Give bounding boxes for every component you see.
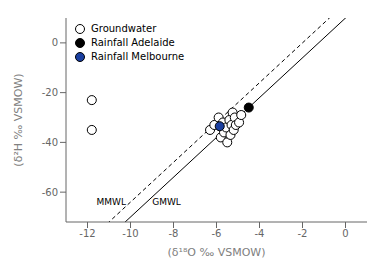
svg-text:-2: -2 [298,228,308,239]
svg-text:-20: -20 [42,87,58,98]
svg-text:MMWL: MMWL [97,197,126,207]
svg-text:-60: -60 [42,187,58,198]
html-text:Rainfall Melbourne: Rainfall Melbourne [91,51,185,62]
svg-text:0: 0 [342,228,348,239]
svg-text:-40: -40 [42,137,58,148]
svg-text:-6: -6 [212,228,222,239]
svg-text:0: 0 [52,37,58,48]
svg-text:-8: -8 [169,228,179,239]
html-text:Rainfall Adelaide: Rainfall Adelaide [91,37,175,48]
svg-text:-4: -4 [255,228,265,239]
svg-text:(δ²H ‰ VSMOW): (δ²H ‰ VSMOW) [12,73,25,166]
svg-text:GMWL: GMWL [152,197,181,207]
svg-text:-10: -10 [122,228,138,239]
svg-text:-12: -12 [79,228,95,239]
svg-text:(δ¹⁸O ‰ VSMOW): (δ¹⁸O ‰ VSMOW) [167,246,265,259]
html-text:Groundwater: Groundwater [91,23,157,34]
